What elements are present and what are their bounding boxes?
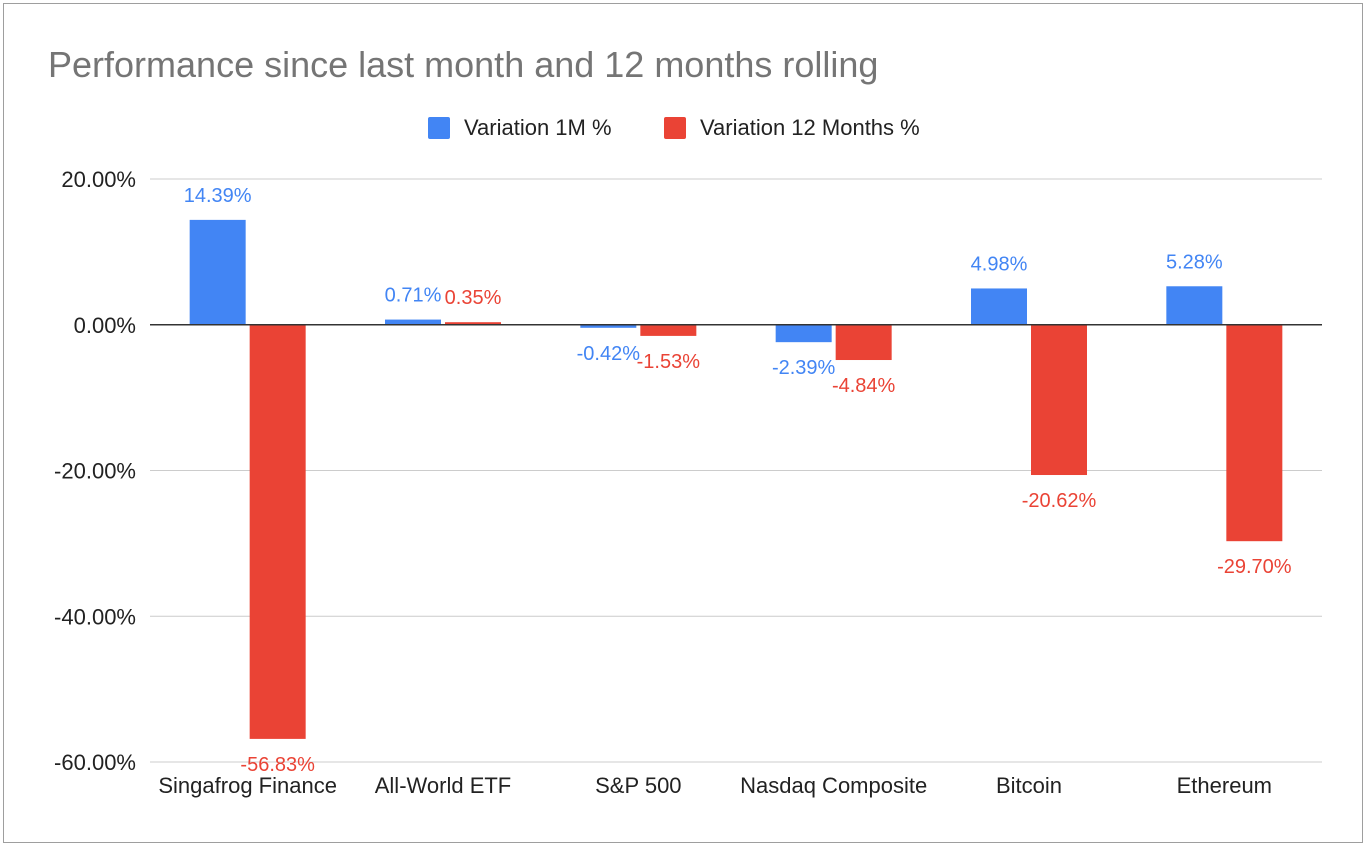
legend: Variation 1M % Variation 12 Months % xyxy=(0,114,1370,142)
bar-variation-12m xyxy=(1031,324,1087,476)
bar-variation-1m xyxy=(580,324,637,328)
y-tick-label: 20.00% xyxy=(61,167,136,192)
y-tick-label: -40.00% xyxy=(54,604,136,629)
bar-variation-1m xyxy=(775,324,832,343)
legend-swatch-blue xyxy=(428,117,450,139)
data-label: -56.83% xyxy=(240,754,315,776)
data-label: -2.39% xyxy=(772,357,836,379)
data-label: 5.28% xyxy=(1166,251,1223,273)
data-label: 4.98% xyxy=(971,253,1028,275)
y-tick-label: -60.00% xyxy=(54,750,136,775)
legend-item-variation-1m: Variation 1M % xyxy=(428,114,612,142)
legend-label: Variation 1M % xyxy=(464,115,612,140)
data-label: -29.70% xyxy=(1217,556,1292,578)
bar-variation-1m xyxy=(1166,286,1223,325)
bar-variation-12m xyxy=(445,322,501,325)
bar-variation-1m xyxy=(971,288,1027,325)
bar-variation-1m xyxy=(385,319,441,325)
data-label: -20.62% xyxy=(1022,490,1097,512)
data-label: 0.35% xyxy=(445,287,502,309)
x-tick-label: Ethereum xyxy=(1177,773,1272,798)
legend-label: Variation 12 Months % xyxy=(700,115,920,140)
y-tick-label: 0.00% xyxy=(74,313,136,338)
bar-variation-12m xyxy=(1226,324,1283,542)
data-label: -0.42% xyxy=(577,343,641,365)
legend-swatch-red xyxy=(664,117,686,139)
data-label: -1.53% xyxy=(637,351,701,373)
data-label: -4.84% xyxy=(832,375,896,397)
data-label: 0.71% xyxy=(385,285,442,307)
chart-frame xyxy=(3,3,1363,843)
y-tick-label: -20.00% xyxy=(54,459,136,484)
x-tick-label: Nasdaq Composite xyxy=(740,773,927,798)
chart-title: Performance since last month and 12 mont… xyxy=(48,44,879,85)
data-label: 14.39% xyxy=(184,185,252,207)
bar-variation-12m xyxy=(640,324,697,336)
x-tick-label: Singafrog Finance xyxy=(158,773,337,798)
legend-item-variation-12m: Variation 12 Months % xyxy=(664,114,920,142)
x-tick-label: Bitcoin xyxy=(996,773,1062,798)
bar-variation-1m xyxy=(189,219,246,325)
bar-variation-12m xyxy=(249,324,306,739)
bar-variation-12m xyxy=(835,324,892,361)
x-tick-label: All-World ETF xyxy=(375,773,512,798)
x-tick-label: S&P 500 xyxy=(595,773,681,798)
